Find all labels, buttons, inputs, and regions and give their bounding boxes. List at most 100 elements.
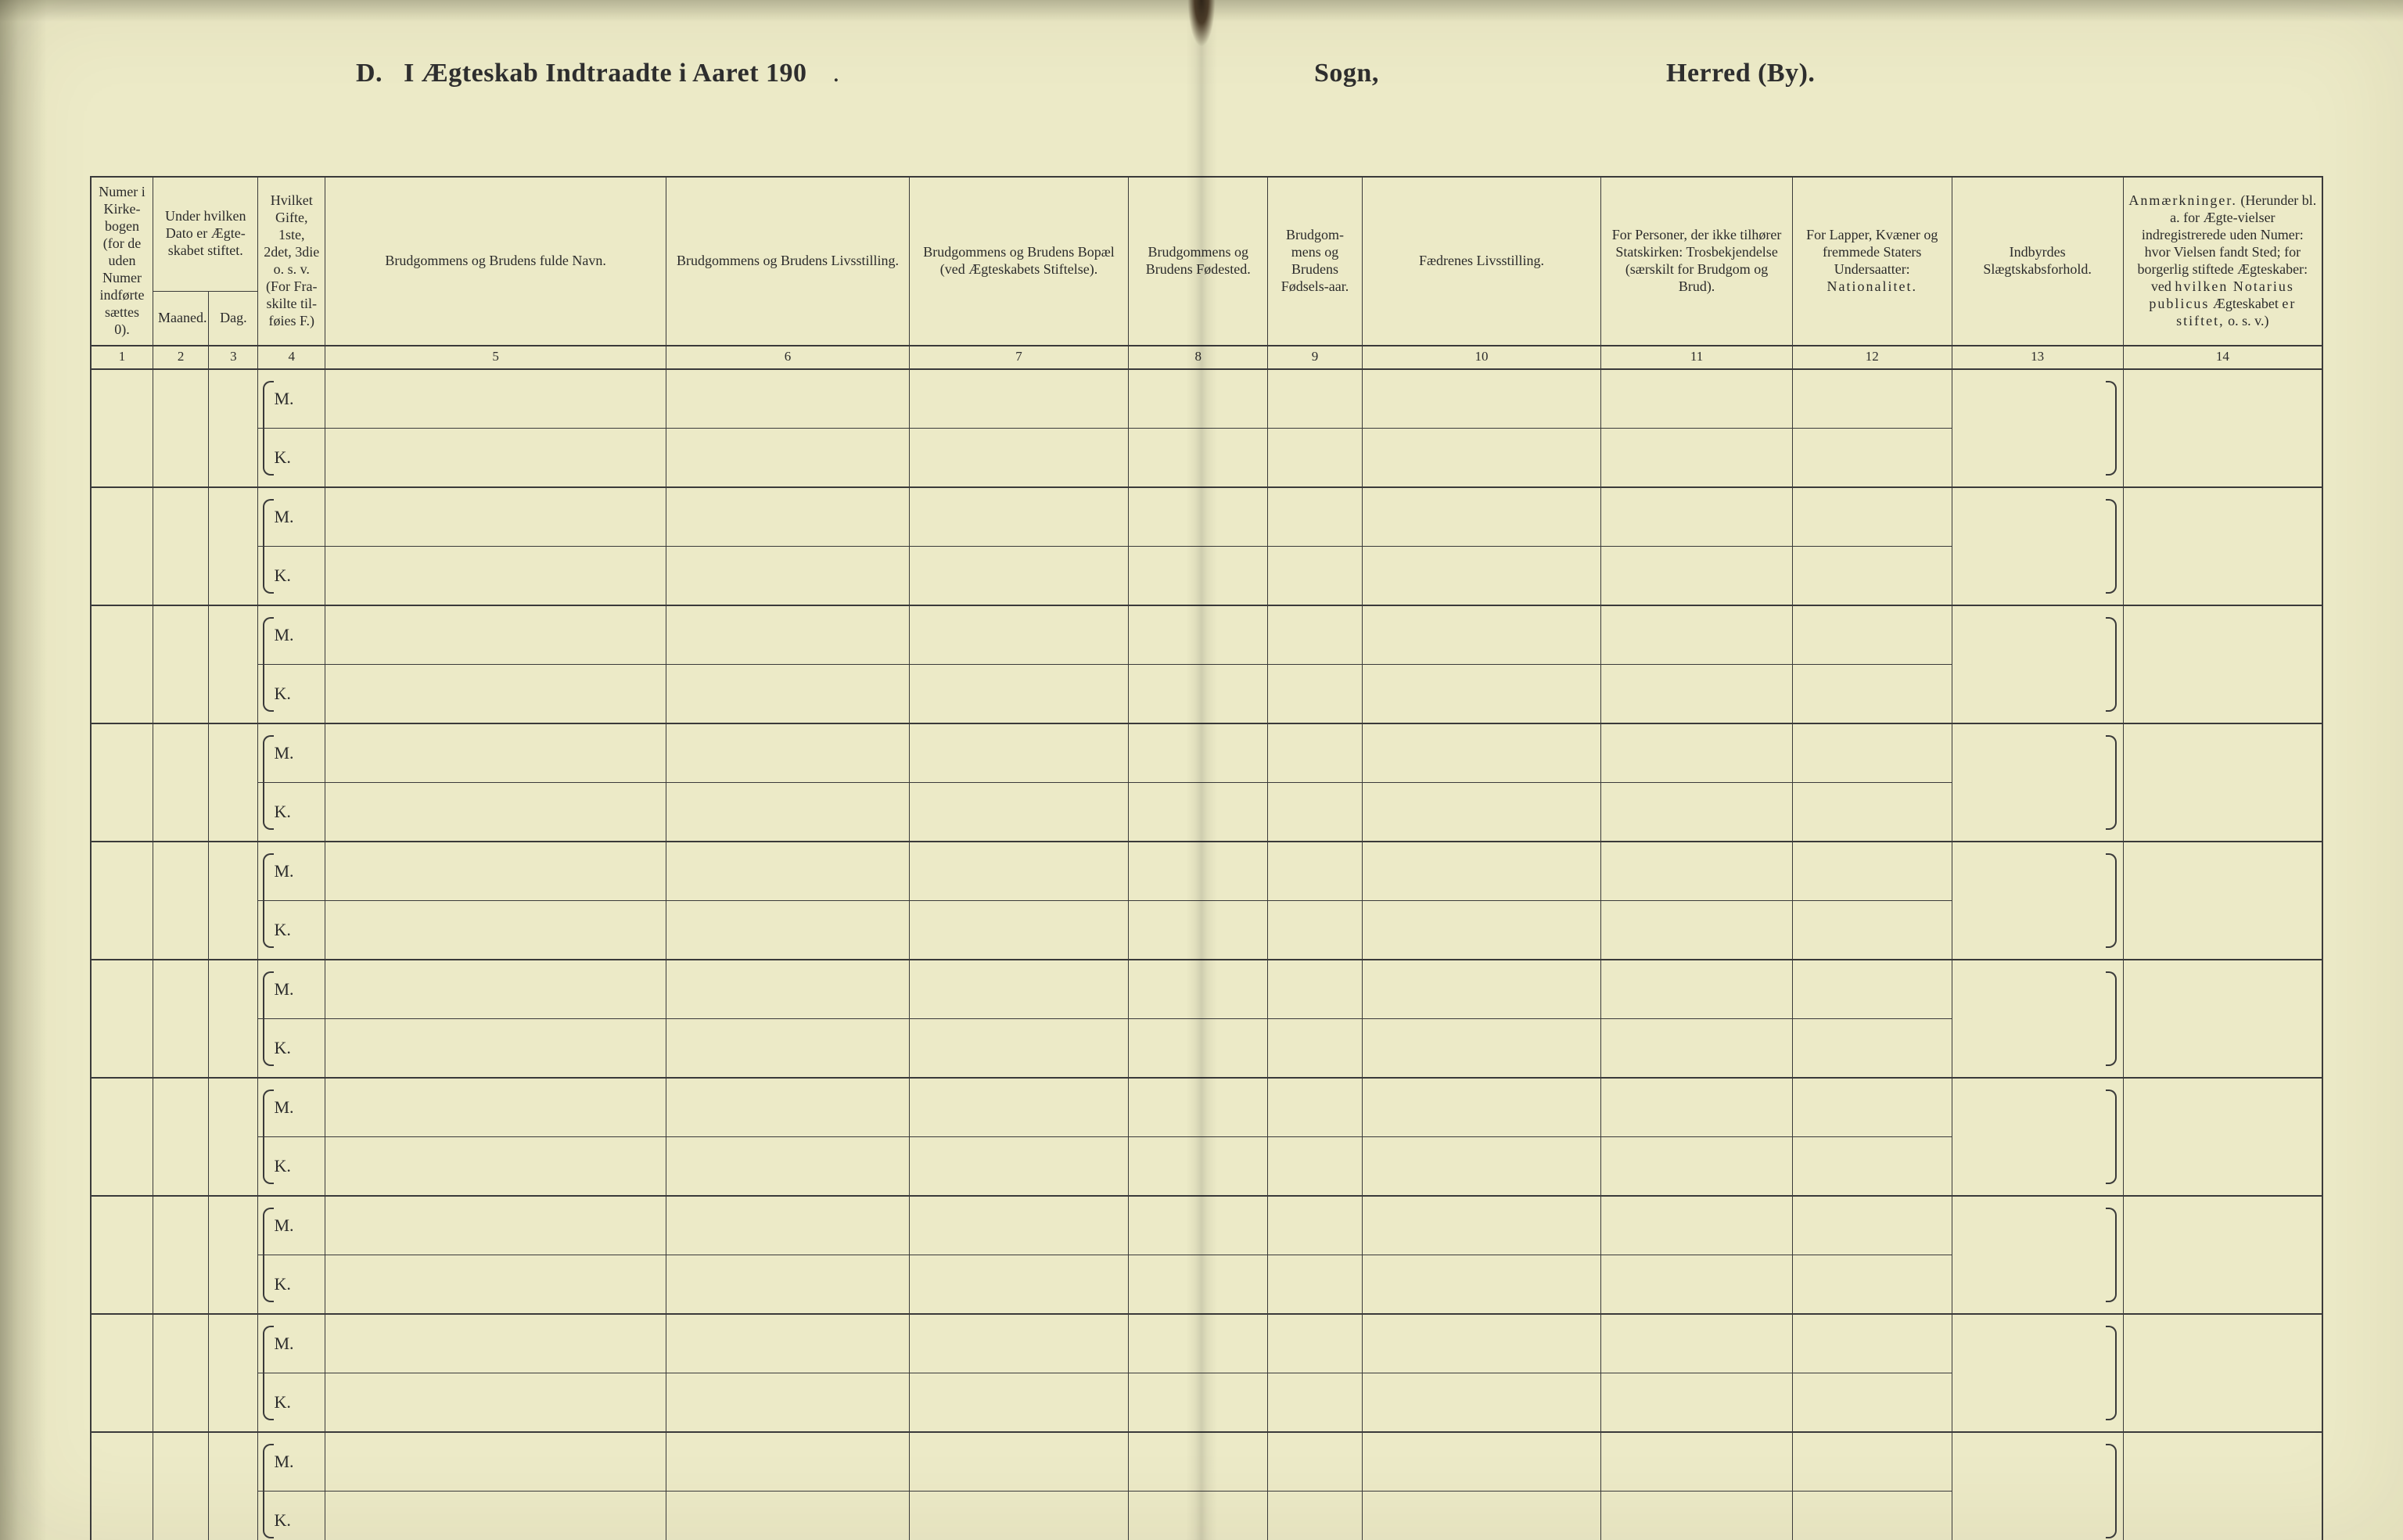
- header-row-labels: Numer i Kirke-bogen (for de uden Numer i…: [91, 177, 2322, 291]
- cell: [209, 1492, 258, 1540]
- ledger-head: Numer i Kirke-bogen (for de uden Numer i…: [91, 177, 2322, 369]
- mk-label-m: M.: [258, 960, 325, 1019]
- title-left: D. I Ægteskab Indtraadte i Aaret 190 .: [356, 59, 840, 88]
- cell: [1952, 960, 2123, 1019]
- cell: [1268, 901, 1362, 960]
- cell: [1952, 1314, 2123, 1373]
- title-right: Herred (By).: [1666, 59, 1815, 88]
- cell: [909, 605, 1128, 665]
- cell: [91, 369, 153, 429]
- cell: [666, 429, 910, 488]
- table-row: K.: [91, 1019, 2322, 1079]
- table-row: K.: [91, 783, 2322, 842]
- table-row: M.: [91, 1314, 2322, 1373]
- cell: [91, 429, 153, 488]
- cell: [325, 1314, 666, 1373]
- col-number-2: 2: [153, 346, 208, 370]
- cell: [1792, 901, 1952, 960]
- cell: [1268, 1432, 1362, 1492]
- cell: [153, 1432, 208, 1492]
- cell: [909, 1078, 1128, 1137]
- cell: [1129, 1432, 1268, 1492]
- cell: [909, 901, 1128, 960]
- cell: [1129, 665, 1268, 724]
- cell: [1362, 1019, 1601, 1079]
- cell: [153, 1078, 208, 1137]
- cell: [909, 1314, 1128, 1373]
- cell: [1268, 369, 1362, 429]
- cell: [1601, 723, 1793, 783]
- cell: [909, 369, 1128, 429]
- cell: [1792, 1492, 1952, 1540]
- cell: [209, 605, 258, 665]
- cell: [1268, 1255, 1362, 1315]
- cell: [909, 960, 1128, 1019]
- table-row: K.: [91, 1373, 2322, 1433]
- col-number-12: 12: [1792, 346, 1952, 370]
- cell: [153, 605, 208, 665]
- cell: [91, 665, 153, 724]
- ledger-body: M.K.M.K.M.K.M.K.M.K.M.K.M.K.M.K.M.K.M.K.: [91, 369, 2322, 1540]
- cell: [91, 1432, 153, 1492]
- ledger-table: Numer i Kirke-bogen (for de uden Numer i…: [90, 176, 2323, 1540]
- cell: [666, 1492, 910, 1540]
- cell: [909, 547, 1128, 606]
- mk-label-m: M.: [258, 1196, 325, 1255]
- cell: [91, 1019, 153, 1079]
- mk-label-m: M.: [258, 605, 325, 665]
- cell: [1952, 1432, 2123, 1492]
- mk-label-k: K.: [258, 1373, 325, 1433]
- table-row: K.: [91, 901, 2322, 960]
- table-row: M.: [91, 842, 2322, 901]
- cell: [1129, 960, 1268, 1019]
- col-number-1: 1: [91, 346, 153, 370]
- cell: [1601, 429, 1793, 488]
- col-header-3: Dag.: [209, 291, 258, 345]
- cell: [2123, 783, 2322, 842]
- cell: [2123, 369, 2322, 429]
- col-number-9: 9: [1268, 346, 1362, 370]
- table-row: K.: [91, 547, 2322, 606]
- cell: [2123, 901, 2322, 960]
- mk-label-k: K.: [258, 665, 325, 724]
- col-number-14: 14: [2123, 346, 2322, 370]
- table-row: M.: [91, 723, 2322, 783]
- mk-label-k: K.: [258, 1492, 325, 1540]
- cell: [1952, 605, 2123, 665]
- cell: [91, 1196, 153, 1255]
- mk-label-k: K.: [258, 429, 325, 488]
- cell: [1601, 1078, 1793, 1137]
- cell: [1792, 1373, 1952, 1433]
- cell: [1268, 1019, 1362, 1079]
- cell: [1792, 1137, 1952, 1197]
- cell: [1268, 605, 1362, 665]
- cell: [1792, 605, 1952, 665]
- cell: [91, 1255, 153, 1315]
- mk-label-k: K.: [258, 547, 325, 606]
- cell: [1362, 1255, 1601, 1315]
- cell: [153, 1137, 208, 1197]
- col-header-7: Brudgommens og Brudens Bopæl (ved Ægtesk…: [909, 177, 1128, 346]
- cell: [666, 783, 910, 842]
- cell: [1362, 960, 1601, 1019]
- cell: [1792, 1196, 1952, 1255]
- cell: [1362, 723, 1601, 783]
- cell: [2123, 1314, 2322, 1373]
- col-number-6: 6: [666, 346, 910, 370]
- mk-label-m: M.: [258, 1432, 325, 1492]
- cell: [153, 547, 208, 606]
- cell: [1129, 605, 1268, 665]
- cell: [153, 1373, 208, 1433]
- cell: [1362, 1137, 1601, 1197]
- cell: [325, 1019, 666, 1079]
- cell: [1268, 960, 1362, 1019]
- cell: [1268, 783, 1362, 842]
- cell: [1129, 429, 1268, 488]
- col-number-3: 3: [209, 346, 258, 370]
- col-header-13: Indbyrdes Slægtskabsforhold.: [1952, 177, 2123, 346]
- cell: [1268, 1373, 1362, 1433]
- cell: [209, 429, 258, 488]
- cell: [2123, 547, 2322, 606]
- cell: [1601, 783, 1793, 842]
- cell: [153, 960, 208, 1019]
